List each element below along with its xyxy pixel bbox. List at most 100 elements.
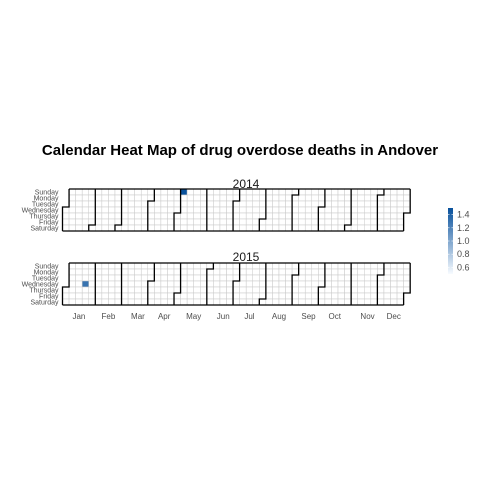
heatmap-cell — [291, 194, 299, 202]
heatmap-cell — [167, 298, 175, 306]
heatmap-cell — [232, 224, 240, 232]
heatmap-cell — [167, 218, 175, 226]
heatmap-cell — [108, 292, 116, 300]
heatmap-cell — [134, 194, 142, 202]
heatmap-cell — [95, 274, 103, 282]
heatmap-cell — [324, 212, 332, 220]
weekday-label: Wednesday — [22, 208, 59, 215]
heatmap-cell — [377, 280, 385, 288]
heatmap-cell — [383, 224, 391, 232]
heatmap-cell — [304, 286, 313, 294]
heatmap-cell — [167, 292, 175, 300]
heatmap-cell — [390, 262, 398, 270]
heatmap-cell — [114, 218, 122, 226]
heatmap-cell — [127, 218, 135, 226]
heatmap-cell — [272, 188, 280, 196]
heatmap-cell — [304, 218, 313, 226]
heatmap-cell — [239, 206, 247, 214]
heatmap-cell — [200, 268, 208, 276]
heatmap-cell — [88, 274, 96, 282]
heatmap-cell — [219, 274, 227, 282]
heatmap-cell — [259, 280, 267, 288]
heatmap-cell — [331, 200, 339, 208]
heatmap-cell — [186, 206, 194, 214]
heatmap-cell — [259, 218, 267, 226]
heatmap-cell — [68, 200, 76, 208]
heatmap-cell — [377, 298, 385, 306]
heatmap-cell — [239, 268, 247, 276]
heatmap-cell — [173, 188, 181, 196]
heatmap-cell — [265, 274, 273, 282]
heatmap-cell — [252, 218, 260, 226]
heatmap-cell — [213, 274, 221, 282]
heatmap-cell — [245, 206, 253, 214]
heatmap-cell — [331, 194, 339, 202]
weekday-label: Saturday — [30, 300, 59, 307]
heatmap-cell — [81, 292, 89, 300]
heatmap-cell — [364, 274, 372, 282]
heatmap-cell — [324, 298, 332, 306]
heatmap-cell — [180, 206, 188, 214]
heatmap-cell — [298, 194, 306, 202]
heatmap-cell — [140, 188, 149, 196]
heatmap-cell — [134, 262, 142, 270]
heatmap-cell — [114, 262, 122, 270]
heatmap-cell-filled — [180, 188, 188, 196]
heatmap-cell — [383, 212, 391, 220]
heatmap-cell — [160, 274, 168, 282]
heatmap-cell — [259, 292, 267, 300]
heatmap-cell — [180, 224, 188, 232]
heatmap-cell — [291, 286, 299, 294]
heatmap-cell — [186, 286, 194, 294]
heatmap-cell — [95, 200, 103, 208]
heatmap-cell — [114, 298, 122, 306]
heatmap-cell — [68, 286, 76, 294]
month-label: Nov — [360, 312, 374, 321]
heatmap-cell — [383, 188, 391, 196]
heatmap-cell — [396, 194, 404, 202]
heatmap-cell — [259, 262, 267, 270]
heatmap-cell — [127, 200, 135, 208]
heatmap-cell — [403, 280, 411, 288]
heatmap-cell — [134, 274, 142, 282]
heatmap-cell — [173, 200, 181, 208]
heatmap-cell — [252, 268, 260, 276]
heatmap-cell — [81, 286, 89, 294]
heatmap-cell — [324, 188, 332, 196]
heatmap-cell — [331, 218, 339, 226]
heatmap-cell — [193, 206, 201, 214]
heatmap-cell — [193, 200, 201, 208]
heatmap-cell — [154, 286, 162, 294]
heatmap-cell — [213, 206, 221, 214]
heatmap-cell — [324, 206, 332, 214]
heatmap-cell — [318, 280, 326, 288]
heatmap-cell — [232, 286, 240, 294]
heatmap-cell — [252, 224, 260, 232]
heatmap-cell — [108, 298, 116, 306]
heatmap-cell — [298, 224, 306, 232]
heatmap-cell — [304, 298, 313, 306]
heatmap-cell — [324, 200, 332, 208]
heatmap-cell — [101, 200, 109, 208]
heatmap-cell — [272, 218, 280, 226]
heatmap-cell — [370, 274, 378, 282]
heatmap-cell — [186, 298, 194, 306]
heatmap-cell — [245, 292, 253, 300]
heatmap-cell — [114, 212, 122, 220]
heatmap-cell — [101, 268, 109, 276]
heatmap-cell — [278, 200, 286, 208]
heatmap-cell — [357, 268, 365, 276]
heatmap-cell — [331, 188, 339, 196]
heatmap-cell — [337, 274, 345, 282]
heatmap-cell — [121, 268, 129, 276]
heatmap-cell — [318, 212, 326, 220]
heatmap-cell — [265, 200, 273, 208]
heatmap-cell — [134, 286, 142, 294]
heatmap-cell — [396, 262, 404, 270]
heatmap-cell — [278, 206, 286, 214]
heatmap-cell — [147, 292, 155, 300]
heatmap-cell — [318, 224, 326, 232]
heatmap-cell — [173, 286, 181, 294]
heatmap-cell — [245, 194, 253, 202]
heatmap-cell — [121, 280, 129, 288]
